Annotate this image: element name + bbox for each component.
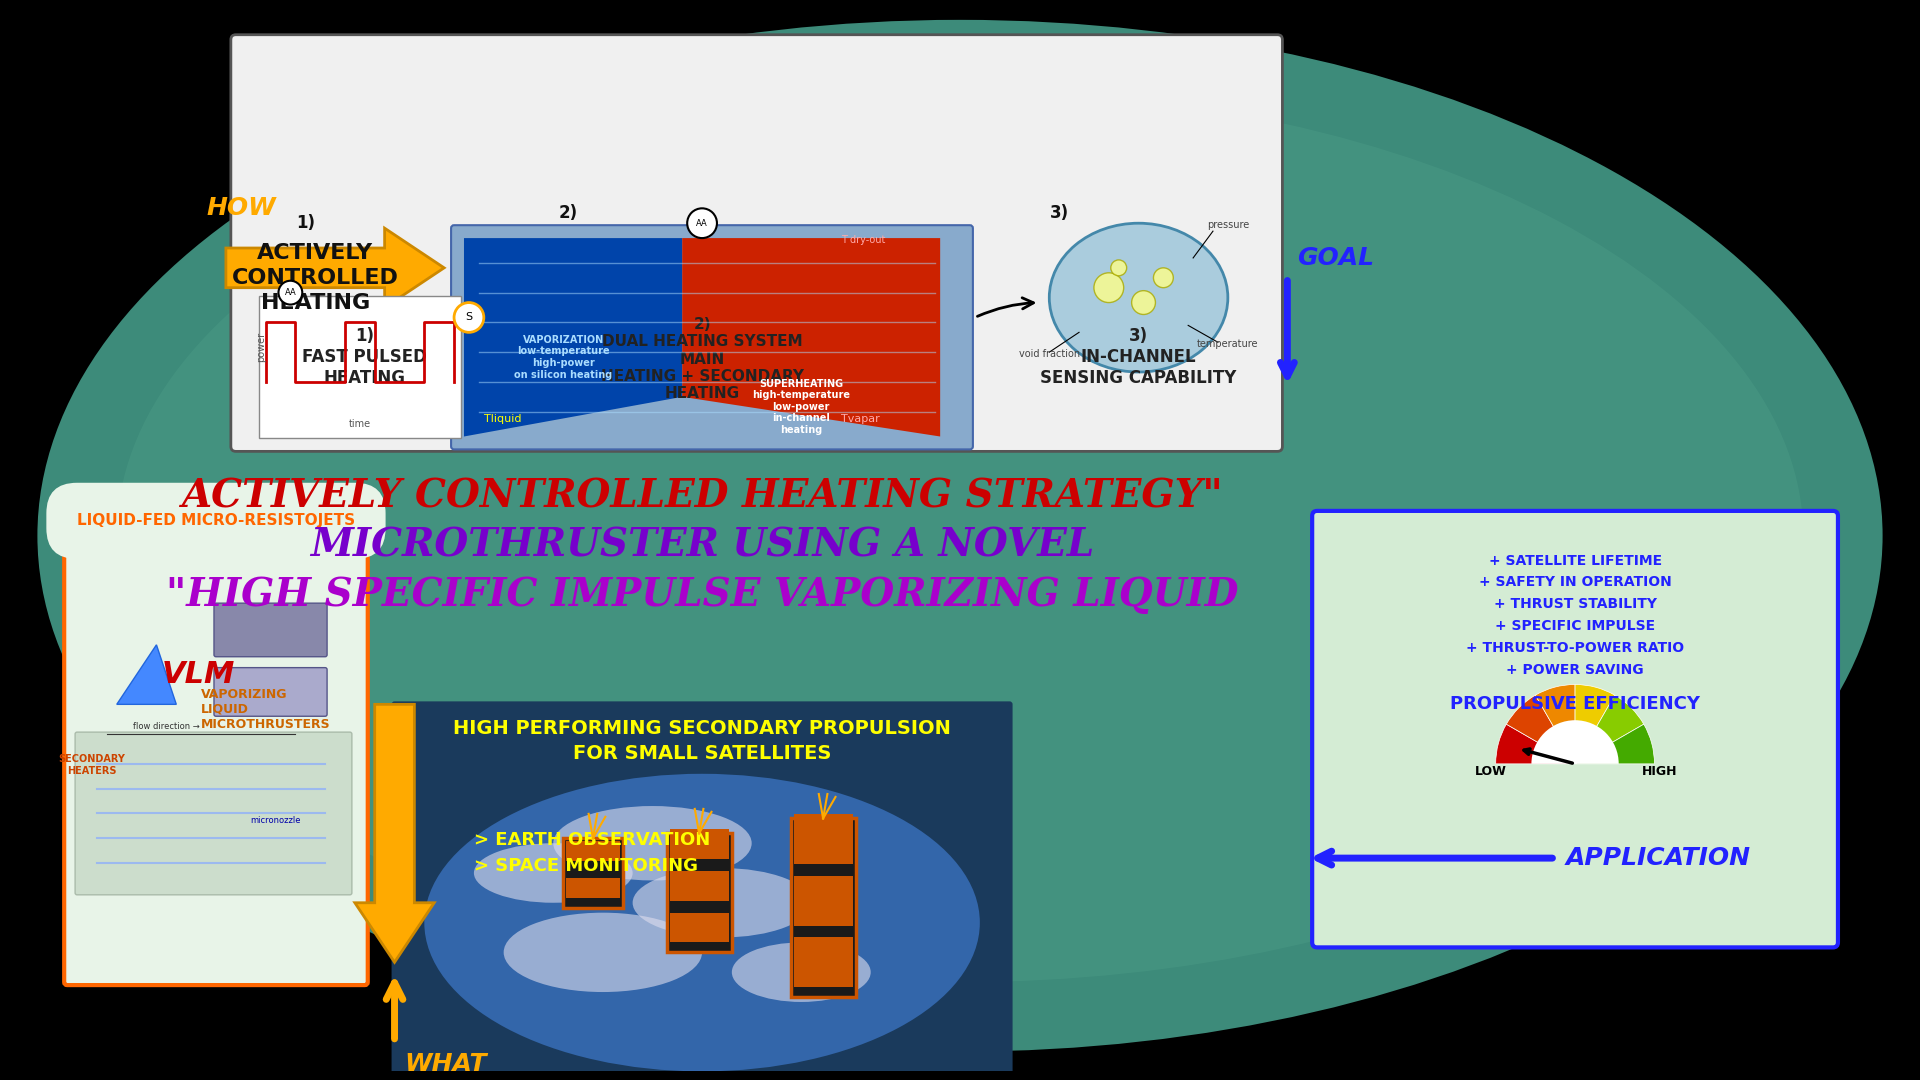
Text: LIQUID-FED MICRO-RESISTOJETS: LIQUID-FED MICRO-RESISTOJETS: [77, 513, 355, 528]
Text: VAPORIZATION
low-temperature
high-power
on silicon heating: VAPORIZATION low-temperature high-power …: [515, 335, 612, 379]
Ellipse shape: [424, 773, 979, 1071]
Circle shape: [1094, 273, 1123, 302]
Text: flow direction →: flow direction →: [132, 723, 200, 731]
Text: S: S: [465, 312, 472, 323]
FancyBboxPatch shape: [566, 878, 620, 897]
Polygon shape: [682, 238, 941, 436]
Circle shape: [453, 302, 484, 333]
Text: LOW: LOW: [1475, 766, 1507, 779]
Circle shape: [1131, 291, 1156, 314]
Text: MICROTHRUSTER USING A NOVEL: MICROTHRUSTER USING A NOVEL: [309, 527, 1094, 565]
FancyBboxPatch shape: [213, 667, 326, 716]
Text: HIGH: HIGH: [1642, 766, 1678, 779]
FancyBboxPatch shape: [230, 35, 1283, 451]
FancyBboxPatch shape: [63, 503, 369, 985]
FancyBboxPatch shape: [670, 870, 730, 901]
Text: micronozzle: micronozzle: [250, 816, 301, 825]
Text: + SPECIFIC IMPULSE: + SPECIFIC IMPULSE: [1496, 619, 1655, 633]
Text: VAPORIZING
LIQUID
MICROTHRUSTERS: VAPORIZING LIQUID MICROTHRUSTERS: [202, 688, 330, 731]
Wedge shape: [1532, 720, 1619, 764]
Text: + POWER SAVING: + POWER SAVING: [1507, 663, 1644, 677]
Wedge shape: [1507, 696, 1574, 764]
FancyBboxPatch shape: [451, 226, 973, 449]
Text: HIGH PERFORMING SECONDARY PROPULSION
FOR SMALL SATELLITES: HIGH PERFORMING SECONDARY PROPULSION FOR…: [453, 719, 950, 764]
Circle shape: [687, 208, 716, 238]
FancyBboxPatch shape: [791, 819, 856, 997]
Text: + THRUST STABILITY: + THRUST STABILITY: [1494, 597, 1657, 611]
Ellipse shape: [553, 806, 751, 880]
Text: ACTIVELY CONTROLLED HEATING STRATEGY": ACTIVELY CONTROLLED HEATING STRATEGY": [180, 477, 1223, 515]
Ellipse shape: [732, 943, 870, 1002]
Text: + SAFETY IN OPERATION: + SAFETY IN OPERATION: [1478, 576, 1672, 590]
FancyBboxPatch shape: [392, 701, 1012, 1075]
Text: VLM: VLM: [161, 660, 234, 689]
Text: + THRUST-TO-POWER RATIO: + THRUST-TO-POWER RATIO: [1467, 640, 1684, 654]
FancyBboxPatch shape: [670, 913, 730, 943]
Text: GOAL: GOAL: [1298, 246, 1375, 270]
Wedge shape: [1574, 696, 1644, 764]
Text: "HIGH SPECIFIC IMPULSE VAPORIZING LIQUID: "HIGH SPECIFIC IMPULSE VAPORIZING LIQUID: [165, 577, 1238, 615]
Text: 3)
IN-CHANNEL
SENSING CAPABILITY: 3) IN-CHANNEL SENSING CAPABILITY: [1041, 327, 1236, 387]
Text: 2)
DUAL HEATING SYSTEM
MAIN
HEATING + SECONDARY
HEATING: 2) DUAL HEATING SYSTEM MAIN HEATING + SE…: [601, 316, 804, 402]
Wedge shape: [1574, 725, 1655, 764]
Text: Tvapar: Tvapar: [841, 414, 879, 423]
Text: AA: AA: [697, 219, 708, 228]
Text: 2): 2): [559, 204, 578, 222]
FancyBboxPatch shape: [795, 876, 852, 926]
Text: AA: AA: [284, 288, 296, 297]
FancyBboxPatch shape: [1311, 511, 1837, 947]
FancyArrow shape: [227, 228, 444, 308]
Text: pressure: pressure: [1208, 220, 1250, 230]
FancyArrow shape: [355, 704, 434, 962]
Text: WHAT: WHAT: [405, 1052, 488, 1076]
Text: temperature: temperature: [1196, 339, 1260, 349]
Text: 1)
FAST PULSED
HEATING: 1) FAST PULSED HEATING: [301, 327, 428, 387]
Wedge shape: [1574, 685, 1615, 764]
Text: power: power: [257, 333, 267, 362]
FancyBboxPatch shape: [670, 829, 730, 859]
FancyBboxPatch shape: [795, 937, 852, 987]
Wedge shape: [1496, 725, 1574, 764]
Ellipse shape: [632, 868, 810, 937]
Text: time: time: [349, 419, 371, 429]
Text: 3): 3): [1050, 204, 1069, 222]
FancyBboxPatch shape: [563, 838, 622, 907]
FancyBboxPatch shape: [668, 834, 732, 953]
Text: ACTIVELY
CONTROLLED
HEATING: ACTIVELY CONTROLLED HEATING: [232, 243, 399, 312]
Text: SECONDARY
HEATERS: SECONDARY HEATERS: [58, 754, 125, 775]
Text: > EARTH OBSERVATION
> SPACE MONITORING: > EARTH OBSERVATION > SPACE MONITORING: [474, 831, 710, 876]
FancyBboxPatch shape: [213, 603, 326, 657]
Text: T dry-out: T dry-out: [841, 235, 885, 245]
Text: 1): 1): [296, 214, 315, 232]
FancyBboxPatch shape: [566, 841, 620, 861]
FancyBboxPatch shape: [795, 814, 852, 864]
Polygon shape: [465, 238, 682, 436]
Text: APPLICATION: APPLICATION: [1565, 846, 1751, 870]
Circle shape: [1112, 260, 1127, 275]
Text: HOW: HOW: [205, 197, 276, 220]
Circle shape: [278, 281, 301, 305]
Wedge shape: [1536, 685, 1574, 764]
FancyBboxPatch shape: [75, 732, 351, 895]
Circle shape: [1154, 268, 1173, 287]
Ellipse shape: [503, 913, 703, 993]
Ellipse shape: [474, 843, 632, 903]
Text: Tliquid: Tliquid: [484, 414, 522, 423]
FancyBboxPatch shape: [259, 296, 461, 438]
Ellipse shape: [36, 19, 1884, 1052]
Text: void fraction: void fraction: [1020, 349, 1079, 360]
Ellipse shape: [1050, 224, 1229, 372]
Ellipse shape: [117, 90, 1803, 982]
Text: + SATELLITE LIFETIME: + SATELLITE LIFETIME: [1488, 554, 1661, 567]
Text: PROPULSIVE EFFICIENCY: PROPULSIVE EFFICIENCY: [1450, 696, 1699, 714]
Polygon shape: [117, 645, 177, 704]
Text: SUPERHEATING
high-temperature
low-power
in-channel
heating: SUPERHEATING high-temperature low-power …: [753, 378, 851, 435]
